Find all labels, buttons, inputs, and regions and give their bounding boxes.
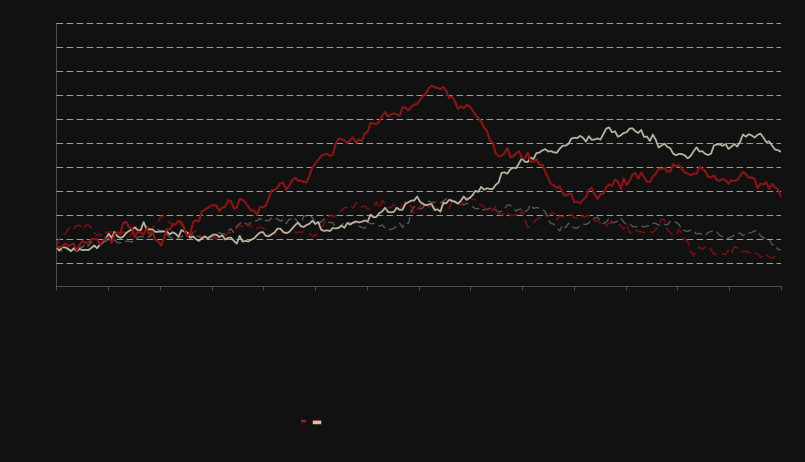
Legend: , , , : , , , — [301, 420, 319, 423]
